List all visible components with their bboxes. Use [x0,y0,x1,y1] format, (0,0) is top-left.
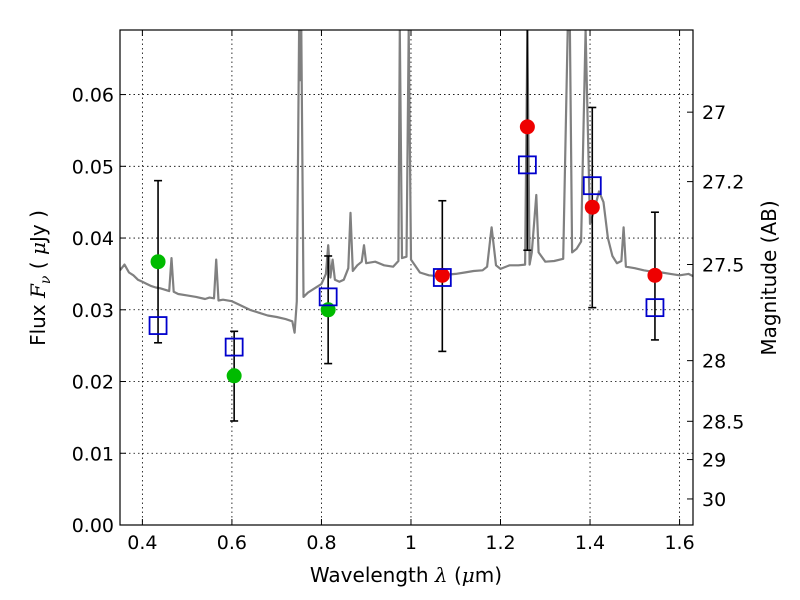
x-tick-label: 0.6 [217,532,247,554]
right-tick-label: 28.5 [702,411,744,433]
x-tick-label: 1 [405,532,417,554]
y-tick-label: 0.05 [72,156,114,178]
x-tick-label: 1.2 [485,532,515,554]
right-axis-label: Magnitude (AB) [757,200,781,355]
right-tick-label: 30 [702,489,726,511]
spectrum-line [120,30,693,334]
y-tick-label: 0.01 [72,443,114,465]
y-tick-label: 0.04 [72,228,114,250]
right-tick-label: 28 [702,351,726,373]
data-markers [148,119,665,384]
y-tick-label: 0.03 [72,300,114,322]
model-point [148,316,168,335]
model-point [432,268,452,287]
green-point [150,254,166,270]
x-tick-label: 0.4 [127,532,157,554]
red-point [519,119,535,135]
axis-ticks: 0.4 0.6 0.8 1 1.2 1.4 1.6 0.00 0.01 0.02 0.03 0.04 0… [72,30,744,554]
model-point [645,298,665,318]
red-point [647,267,663,283]
spectrum-series [120,30,693,334]
model-point [318,287,338,307]
x-tick-label: 1.4 [575,532,605,554]
x-tick-label: 0.8 [306,532,336,554]
red-point [434,267,450,283]
model-point [582,176,602,196]
right-tick-label: 27.2 [702,172,744,194]
x-tick-label: 1.6 [664,532,694,554]
grid [120,30,693,525]
x-axis-label: Wavelength λ (μm) [310,563,502,587]
y-tick-label: 0.06 [72,85,114,107]
y-tick-label: 0.00 [72,515,114,537]
y-axis-label: Flux Fν ( μJy ) [26,210,54,346]
right-tick-label: 27 [702,102,726,124]
model-point [517,155,537,175]
y-tick-label: 0.02 [72,372,114,394]
right-tick-label: 27.5 [702,255,744,277]
model-point [224,337,244,357]
green-point [226,368,242,384]
red-point [584,199,600,215]
plot-frame [119,29,694,526]
right-tick-label: 29 [702,450,726,472]
